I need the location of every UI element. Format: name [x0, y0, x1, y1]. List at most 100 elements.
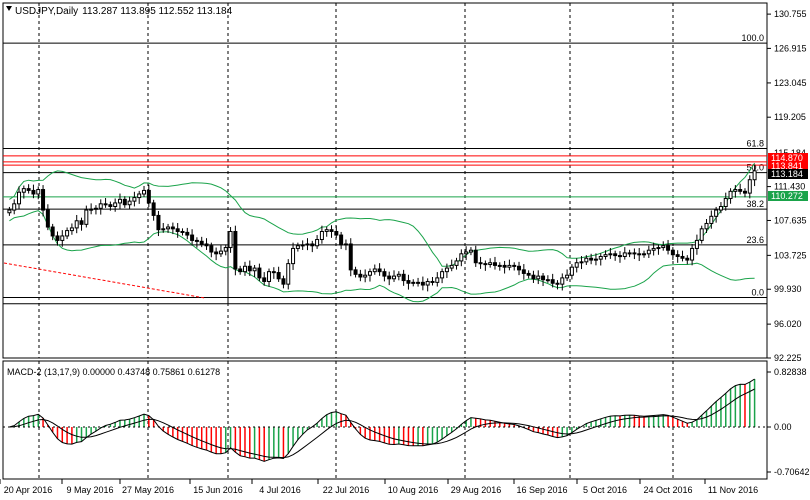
- candle-body: [517, 265, 522, 271]
- price-label: 103.725: [774, 250, 807, 260]
- candle-body: [502, 264, 507, 268]
- candle-body: [617, 255, 622, 258]
- candle-body: [319, 230, 324, 241]
- candle-body: [492, 262, 497, 266]
- candle-body: [7, 209, 12, 214]
- candle-body: [348, 243, 353, 271]
- candle-body: [252, 267, 257, 272]
- candle-body: [396, 273, 401, 277]
- candle-body: [166, 226, 171, 230]
- candle-body: [382, 271, 387, 277]
- date-label: 9 May 2016: [66, 485, 113, 495]
- price-label: 130.755: [774, 9, 807, 19]
- candle-body: [358, 273, 363, 278]
- candle-body: [459, 253, 464, 262]
- candle-body: [329, 229, 334, 232]
- candle-body: [156, 214, 161, 231]
- candle-body: [69, 227, 74, 232]
- candle-body: [709, 215, 714, 224]
- candle-body: [411, 281, 416, 284]
- bollinger-bands: [9, 162, 756, 303]
- candle-body: [353, 269, 358, 275]
- candle-body: [74, 220, 79, 229]
- candle-body: [733, 189, 738, 192]
- candle-body: [526, 272, 531, 276]
- horizontal-lines: [3, 155, 767, 304]
- price-panel[interactable]: [2, 2, 768, 359]
- candle-body: [598, 255, 603, 260]
- candle-body: [12, 203, 17, 211]
- price-label: 99.930: [774, 284, 802, 294]
- candle-body: [17, 191, 22, 205]
- price-label: 111.430: [774, 182, 805, 192]
- date-label: 5 Oct 2016: [583, 485, 627, 495]
- price-label: 123.045: [774, 78, 807, 88]
- candle-body: [98, 203, 103, 209]
- candle-body: [26, 188, 31, 191]
- fibonacci-levels: 100.0 61.8 50.0 38.2 23.6 0.0: [3, 33, 767, 305]
- candle-body: [194, 239, 199, 242]
- candle-body: [218, 250, 223, 255]
- candle-body: [233, 230, 238, 270]
- candle-body: [569, 266, 574, 276]
- date-label: 10 Aug 2016: [388, 485, 439, 495]
- candle-body: [223, 247, 228, 252]
- candle-body: [646, 249, 651, 255]
- candle-body: [430, 280, 435, 283]
- candle-body: [343, 243, 348, 246]
- candle-body: [574, 262, 579, 268]
- price-tag-label: 114.870: [771, 153, 803, 163]
- candle-body: [694, 239, 699, 249]
- candle-body: [281, 278, 286, 285]
- date-label: 24 Oct 2016: [643, 485, 692, 495]
- candle-body: [685, 257, 690, 261]
- trend-line: [3, 262, 206, 299]
- price-tag: [768, 191, 808, 201]
- candle-body: [161, 228, 166, 231]
- candle-body: [536, 275, 541, 280]
- macd-label: 0.00: [774, 422, 792, 432]
- candle-body: [704, 222, 709, 230]
- macd-panel[interactable]: [2, 360, 768, 480]
- candle-body: [714, 209, 719, 217]
- candle-body: [276, 272, 281, 280]
- candle-body: [324, 229, 329, 232]
- candle-body: [142, 189, 147, 195]
- candle-body: [41, 189, 46, 211]
- candle-body: [468, 249, 473, 253]
- candle-body: [228, 230, 233, 249]
- price-label: 126.915: [774, 43, 807, 53]
- candle-body: [310, 243, 315, 247]
- date-axis: 20 Apr 2016 9 May 2016 27 May 2016 15 Jun 2…: [0, 479, 758, 495]
- date-label: 16 Sep 2016: [516, 485, 567, 495]
- candle-body: [497, 264, 502, 267]
- candle-body: [132, 197, 137, 202]
- candle-body: [199, 240, 204, 245]
- fib-label: 0.0: [751, 288, 764, 298]
- dropdown-triangle-icon[interactable]: [6, 6, 12, 11]
- candle-body: [565, 274, 570, 279]
- candlesticks: [7, 164, 757, 292]
- candle-body: [372, 268, 377, 273]
- candle-body: [21, 188, 26, 193]
- date-label: 15 Jun 2016: [193, 485, 243, 495]
- candle-body: [175, 228, 180, 232]
- macd-histogram: [3, 378, 767, 462]
- price-label: 119.205: [774, 112, 806, 122]
- candle-body: [425, 280, 430, 286]
- candle-body: [488, 262, 493, 266]
- candle-body: [339, 234, 344, 246]
- candle-body: [642, 253, 647, 256]
- price-axis: 130.755 126.915 123.045 119.205 111.430 107.6…: [767, 9, 810, 477]
- price-tag: [768, 161, 808, 171]
- candle-body: [204, 243, 209, 247]
- fib-label: 23.6: [746, 235, 764, 245]
- candle-body: [531, 274, 536, 280]
- candle-body: [541, 275, 546, 281]
- candle-body: [267, 271, 272, 282]
- candle-body: [113, 202, 118, 207]
- candle-body: [550, 279, 555, 284]
- candle-body: [300, 244, 305, 247]
- price-tag-label: 113.841: [771, 161, 803, 171]
